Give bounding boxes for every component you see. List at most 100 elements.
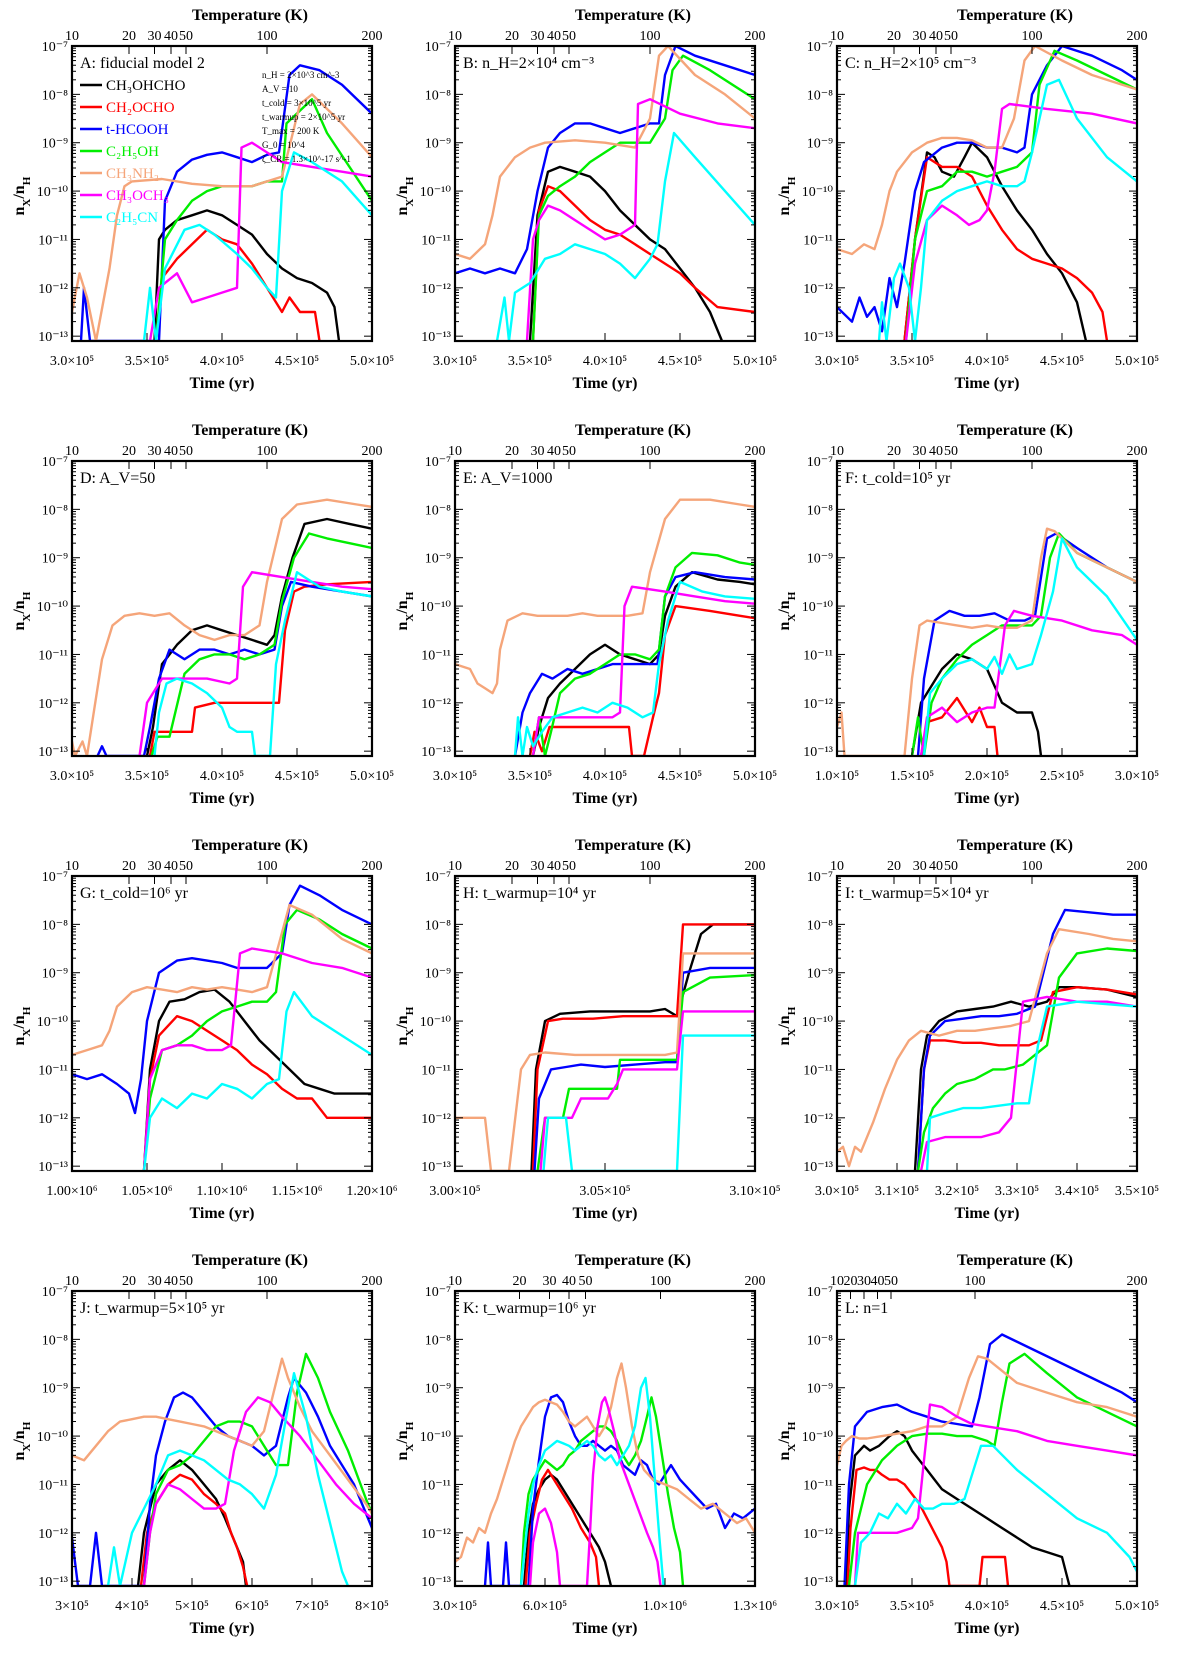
y-tick-label: 10⁻⁹ (42, 552, 68, 567)
y-axis-title: nX/nH (776, 176, 798, 215)
y-axis-title: nX/nH (776, 1006, 798, 1045)
y-axis-title-part: n (11, 1037, 28, 1046)
temp-tick-label: 40 (547, 859, 561, 874)
x-tick-label: 3.0×10⁵ (50, 769, 94, 784)
series-line-1 (153, 209, 341, 341)
series-line-5 (455, 498, 755, 695)
y-axis-title-part: X (21, 614, 33, 622)
plot-frame (835, 1289, 1139, 1588)
temp-tick-label: 50 (179, 29, 193, 44)
series-line-6 (148, 141, 372, 341)
series-line-5 (837, 928, 1137, 1168)
series-line-7 (542, 1034, 755, 1171)
y-tick-label: 10⁻⁷ (425, 455, 451, 470)
y-tick-label: 10⁻¹⁰ (420, 185, 452, 200)
plot-frame (453, 44, 757, 343)
y-axis-title-part: H (21, 176, 33, 185)
series-line-3 (79, 64, 372, 341)
y-axis-title-part: X (786, 1029, 798, 1037)
model-parameter: A_V = 10 (262, 84, 298, 94)
series-line-4 (519, 1396, 685, 1586)
temp-tick-label: 200 (1127, 444, 1148, 459)
y-axis-title-part: X (404, 1029, 416, 1037)
x-tick-label: 1.5×10⁵ (890, 769, 934, 784)
series-line-3 (455, 46, 755, 275)
y-axis-title-part: n (11, 207, 28, 216)
panel-title: E: A_V=1000 (463, 470, 552, 487)
x-axis-title: Time (yr) (189, 790, 254, 807)
y-tick-label: 10⁻⁷ (425, 870, 451, 885)
x-tick-label: 3.0×10⁵ (433, 354, 477, 369)
x-tick-label: 5.0×10⁵ (1115, 354, 1159, 369)
series-line-7 (495, 131, 755, 341)
legend-label: CH₃NH₂ (106, 166, 159, 182)
temperature-axis-title: Temperature (K) (575, 422, 691, 439)
series-line-6 (539, 1010, 755, 1171)
y-tick-label: 10⁻¹² (38, 697, 68, 712)
x-tick-label: 1.0×10⁶ (643, 1599, 687, 1614)
temp-tick-label: 20 (887, 859, 901, 874)
temp-tick-label: 30 (913, 859, 927, 874)
panel-title: L: n=1 (845, 1300, 888, 1317)
temp-tick-label: 20 (505, 29, 519, 44)
x-axis-title: Time (yr) (189, 375, 254, 392)
temp-tick-label: 40 (547, 29, 561, 44)
series-line-7 (519, 1376, 665, 1586)
series-line-6 (919, 609, 1137, 756)
x-tick-label: 1.3×10⁶ (733, 1599, 777, 1614)
y-tick-label: 10⁻⁷ (42, 455, 68, 470)
x-tick-label: 4.0×10⁵ (200, 769, 244, 784)
panel-title: C: n_H=2×10⁵ cm⁻³ (845, 55, 976, 72)
temp-tick-label: 30 (531, 444, 545, 459)
series-line-2 (528, 604, 755, 756)
series-line-1 (913, 986, 1137, 1171)
plot-frame (835, 874, 1139, 1173)
x-tick-label: 5.0×10⁵ (733, 769, 777, 784)
temp-tick-label: 200 (362, 444, 383, 459)
y-tick-label: 10⁻¹¹ (421, 233, 451, 248)
series-line-3 (843, 1333, 1137, 1586)
x-tick-label: 3.0×10⁵ (1115, 769, 1159, 784)
x-tick-label: 4.0×10⁵ (583, 354, 627, 369)
series-line-5 (837, 1355, 1137, 1467)
temp-tick-label: 50 (562, 29, 576, 44)
panel-f: 10⁻⁷ 10⁻⁸ 10⁻⁹ 10⁻¹⁰ 10⁻¹¹ 10⁻¹² 10⁻¹³ 1.0×10⁵ 1… (776, 422, 1159, 807)
series-line-5 (72, 498, 372, 756)
temp-tick-label: 50 (944, 29, 958, 44)
temp-tick-label: 100 (1022, 444, 1043, 459)
y-axis-title-part: H (404, 1006, 416, 1015)
temp-tick-label: 100 (257, 1274, 278, 1289)
x-tick-label: 5.0×10⁵ (1115, 1599, 1159, 1614)
temp-tick-label: 100 (1022, 859, 1043, 874)
temp-tick-label: 40 (929, 29, 943, 44)
x-tick-label: 3.5×10⁵ (508, 354, 552, 369)
y-tick-label: 10⁻¹⁰ (420, 1430, 452, 1445)
temp-tick-label: 200 (745, 1274, 766, 1289)
x-tick-label: 1.05×10⁶ (121, 1184, 172, 1199)
panel-title: K: t_warmup=10⁶ yr (463, 1300, 596, 1317)
x-tick-label: 1.15×10⁶ (271, 1184, 322, 1199)
x-axis-title: Time (yr) (572, 790, 637, 807)
x-tick-label: 7×10⁵ (295, 1599, 329, 1614)
series-line-5 (837, 46, 1137, 256)
panel-l: 10⁻⁷ 10⁻⁸ 10⁻⁹ 10⁻¹⁰ 10⁻¹¹ 10⁻¹² 10⁻¹³ 3.0×10⁵ 3… (776, 1252, 1159, 1637)
y-axis-title-part: n (11, 1452, 28, 1461)
y-axis-title-part: X (404, 1444, 416, 1452)
model-parameter: T_max = 200 K (262, 126, 320, 136)
series-group (72, 498, 372, 756)
series-line-4 (536, 973, 755, 1171)
temp-tick-label: 50 (884, 1274, 898, 1289)
y-axis-title-part: H (404, 1421, 416, 1430)
temp-tick-label: 200 (362, 1274, 383, 1289)
series-line-5 (455, 1362, 755, 1563)
panel-j: 10⁻⁷ 10⁻⁸ 10⁻⁹ 10⁻¹⁰ 10⁻¹¹ 10⁻¹² 10⁻¹³ 3×10⁵ 4×1… (11, 1252, 389, 1637)
temp-tick-label: 200 (362, 29, 383, 44)
series-line-7 (922, 537, 1137, 756)
panel-a: 10⁻⁷ 10⁻⁸ 10⁻⁹ 10⁻¹⁰ 10⁻¹¹ 10⁻¹² 10⁻¹³ 3.0×10⁵ 3… (11, 7, 394, 392)
y-axis-title-part: /n (394, 1015, 411, 1029)
x-axis-title: Time (yr) (954, 1205, 1019, 1222)
series-group (837, 527, 1137, 756)
y-axis-title-part: H (786, 1421, 798, 1430)
y-axis-title-part: /n (394, 600, 411, 614)
y-axis-title-part: /n (776, 1430, 793, 1444)
